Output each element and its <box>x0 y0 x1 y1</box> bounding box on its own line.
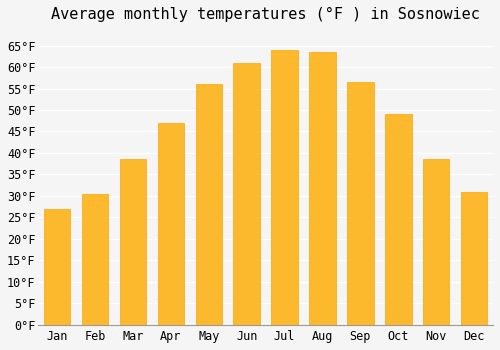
Bar <box>120 159 146 324</box>
Bar <box>158 123 184 324</box>
Bar <box>234 63 260 324</box>
Bar <box>461 191 487 324</box>
Bar <box>272 50 298 324</box>
Bar <box>423 159 450 324</box>
Bar <box>44 209 70 324</box>
Bar <box>347 82 374 324</box>
Title: Average monthly temperatures (°F ) in Sosnowiec: Average monthly temperatures (°F ) in So… <box>51 7 480 22</box>
Bar <box>309 52 336 324</box>
Bar <box>196 84 222 324</box>
Bar <box>82 194 108 324</box>
Bar <box>385 114 411 324</box>
